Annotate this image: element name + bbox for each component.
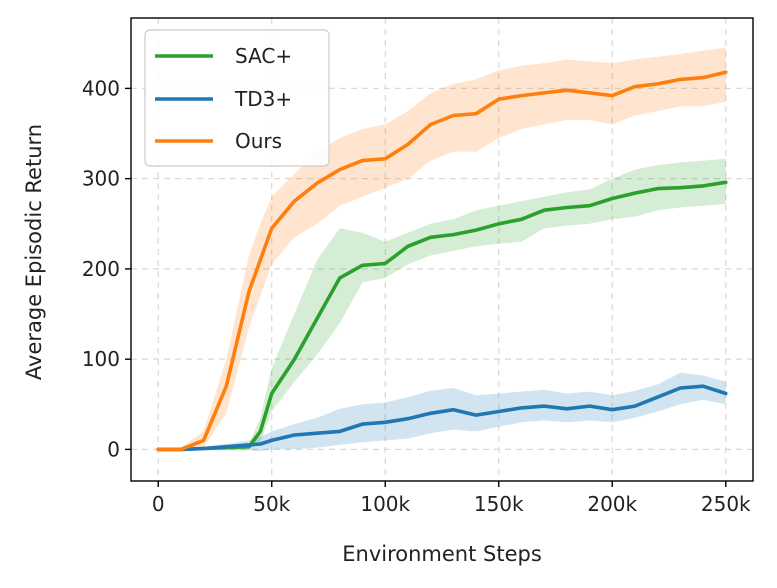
y-tick-label: 0 [107, 437, 120, 461]
line-sac [156, 180, 728, 452]
x-tick-label: 250k [701, 492, 751, 516]
axis-ticks: 0 50k 100k 150k 200k 250k 0 100 200 300 400 [82, 76, 751, 516]
x-tick-label: 100k [360, 492, 410, 516]
legend-label-sac: SAC+ [235, 44, 292, 68]
x-tick-label: 0 [152, 492, 165, 516]
legend-box [144, 29, 330, 167]
legend: SAC+ TD3+ Ours [144, 29, 330, 167]
y-tick-label: 200 [82, 257, 120, 281]
legend-label-ours: Ours [235, 129, 282, 153]
line-td3 [156, 384, 728, 452]
series-lines [156, 70, 728, 452]
y-tick-label: 300 [82, 167, 120, 191]
x-axis-label: Environment Steps [342, 542, 542, 566]
legend-label-td3: TD3+ [234, 87, 292, 111]
line-ours [156, 70, 728, 452]
y-tick-label: 400 [82, 76, 120, 100]
y-axis-label: Average Episodic Return [22, 124, 46, 380]
x-tick-label: 200k [587, 492, 637, 516]
plot-frame [130, 17, 754, 482]
y-tick-label: 100 [82, 347, 120, 371]
x-tick-label: 50k [253, 492, 290, 516]
x-tick-label: 150k [474, 492, 524, 516]
